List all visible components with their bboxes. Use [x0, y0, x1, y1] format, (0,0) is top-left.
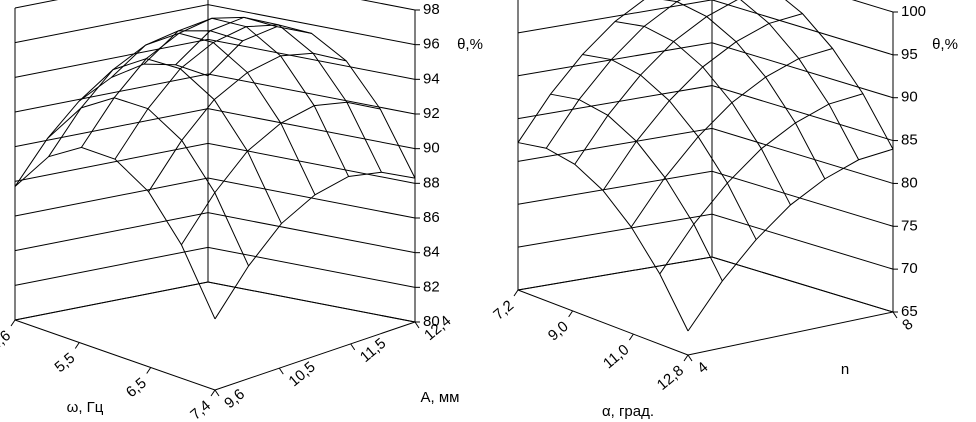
surface-line — [550, 93, 723, 282]
x-tick-label: 7,2 — [490, 297, 517, 323]
x-axis-label: ω, Гц — [67, 399, 104, 416]
y-tick — [350, 343, 356, 351]
floor-edge — [14, 319, 216, 391]
surface-line — [78, 58, 282, 224]
grid-line — [517, 256, 894, 313]
grid-line — [517, 170, 894, 227]
z-tick-label: 96 — [423, 36, 440, 53]
z-tick-label: 84 — [423, 244, 440, 261]
z-tick-label: 98 — [423, 1, 440, 18]
z-tick-label: 82 — [423, 278, 440, 295]
x-tick-label: 11,0 — [600, 341, 632, 372]
z-axis-label: θ,% — [457, 36, 483, 53]
y-tick-label: 10,5 — [285, 358, 318, 390]
grid-line — [14, 212, 416, 254]
x-tick — [683, 354, 689, 362]
grid-line — [517, 85, 894, 142]
z-tick-label: 70 — [901, 260, 918, 277]
surface-line — [785, 0, 894, 150]
x-tick — [628, 333, 634, 341]
x-tick — [10, 319, 16, 327]
z-tick-label: 75 — [901, 217, 918, 234]
surface-line — [687, 148, 894, 332]
grid-line — [517, 213, 894, 270]
z-tick-label: 100 — [901, 3, 926, 20]
surface-line — [14, 146, 216, 320]
y-tick — [214, 389, 220, 397]
grid-line — [517, 42, 894, 99]
z-tick-label: 80 — [423, 313, 440, 330]
x-tick — [568, 310, 574, 318]
surface-line — [148, 52, 347, 192]
x-tick-label: 6,5 — [123, 375, 150, 401]
z-tick-label: 90 — [901, 89, 918, 106]
x-tick — [74, 342, 80, 349]
surface-line — [574, 0, 738, 165]
y-tick-label: 11,5 — [357, 335, 389, 366]
floor-edge — [517, 289, 689, 356]
x-tick — [513, 289, 519, 297]
grid-line — [14, 0, 416, 11]
grid-line — [517, 0, 894, 56]
z-tick-label: 65 — [901, 303, 918, 320]
y-tick — [278, 367, 284, 375]
z-tick-label: 92 — [423, 105, 440, 122]
surface-line — [175, 16, 382, 173]
surface-line — [111, 32, 316, 196]
surface-line — [582, 53, 757, 240]
x-tick — [146, 367, 152, 374]
y-axis-label: A, мм — [421, 389, 460, 406]
grid-line — [517, 127, 894, 184]
surface-line — [602, 13, 803, 191]
surface-line — [659, 93, 864, 275]
surface-line — [614, 21, 791, 206]
x-axis-label: α, град. — [602, 403, 654, 420]
y-axis-label: n — [841, 361, 849, 378]
z-tick-label: 88 — [423, 174, 440, 191]
surface-line — [630, 48, 833, 228]
y-tick-label: 9,6 — [221, 386, 248, 412]
z-tick-label: 94 — [423, 70, 440, 87]
surface-line — [662, 0, 826, 180]
grid-line — [14, 38, 416, 80]
grid-line — [14, 177, 416, 219]
z-tick-label: 90 — [423, 140, 440, 157]
z-axis-label: θ,% — [932, 36, 958, 53]
y-tick — [414, 321, 420, 329]
z-tick-label: 95 — [901, 46, 918, 63]
y-tick — [687, 354, 693, 362]
x-tick-label: 5,5 — [52, 350, 79, 376]
surface-line — [114, 24, 312, 160]
grid-line — [14, 73, 416, 115]
x-tick-label: 7,4 — [187, 397, 214, 422]
grid-line — [14, 142, 416, 184]
x-tick — [210, 389, 216, 397]
floor-edge — [687, 311, 894, 356]
surface-line — [143, 17, 350, 177]
x-tick-label: 9,0 — [545, 318, 572, 344]
grid-line — [14, 281, 416, 323]
x-tick-label: 12,8 — [654, 362, 687, 394]
z-tick-label: 80 — [901, 174, 918, 191]
surface-line — [14, 63, 209, 187]
grid-line — [14, 108, 416, 150]
floor-edge — [214, 321, 416, 391]
surface-line — [47, 97, 250, 267]
surface-line — [740, 0, 860, 161]
grid-line — [851, 0, 894, 13]
y-tick-label: 4 — [694, 359, 711, 377]
surface-line — [48, 30, 243, 157]
surface-line — [207, 26, 416, 179]
x-tick-label: 4,6 — [0, 327, 14, 353]
grid-line — [14, 4, 416, 46]
grid-line — [14, 246, 416, 288]
z-tick-label: 85 — [901, 132, 918, 149]
surface-line — [517, 142, 689, 332]
z-tick-label: 86 — [423, 209, 440, 226]
y-tick — [892, 311, 898, 319]
